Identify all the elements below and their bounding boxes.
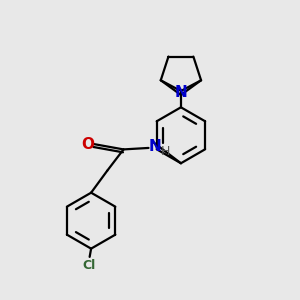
Text: Cl: Cl xyxy=(82,259,95,272)
Text: N: N xyxy=(149,139,162,154)
Text: N: N xyxy=(175,85,187,100)
Text: O: O xyxy=(81,136,94,152)
Text: H: H xyxy=(161,145,170,158)
